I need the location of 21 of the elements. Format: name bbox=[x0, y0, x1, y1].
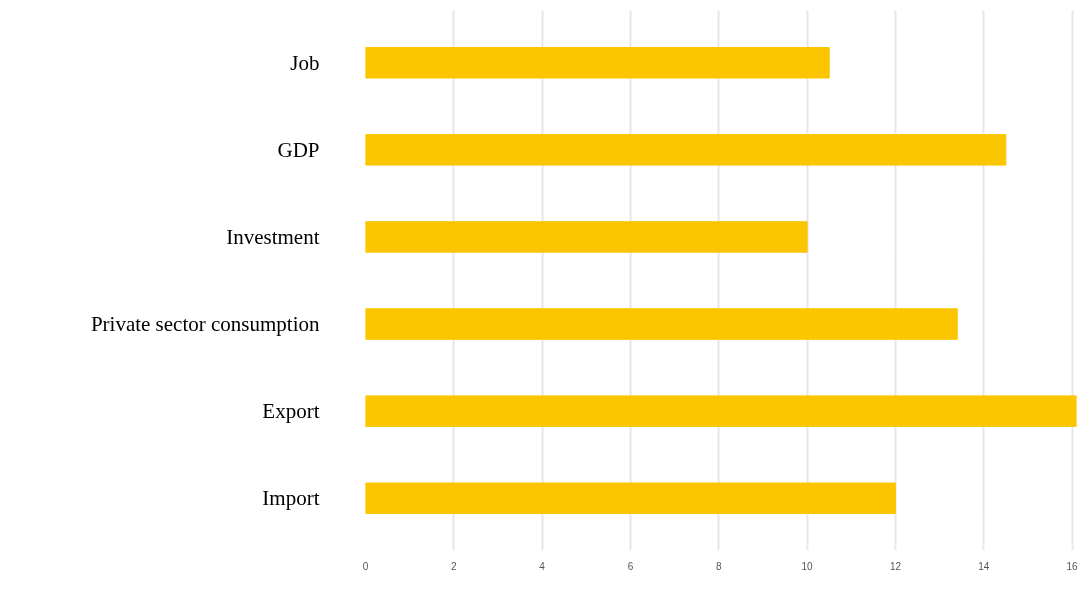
y-tick-label: Export bbox=[262, 399, 320, 424]
x-tick-label: 14 bbox=[978, 560, 990, 572]
x-tick-label: 10 bbox=[801, 560, 814, 572]
bar bbox=[365, 47, 830, 79]
bar bbox=[365, 134, 1007, 166]
bar bbox=[365, 482, 896, 514]
bar bbox=[365, 221, 808, 253]
y-tick-label: Import bbox=[262, 486, 320, 511]
y-tick-label: Job bbox=[290, 50, 320, 75]
x-tick-label: 8 bbox=[716, 560, 723, 572]
x-tick-label: 2 bbox=[451, 560, 458, 572]
x-tick-label: 12 bbox=[889, 560, 902, 572]
x-tick-label: 0 bbox=[362, 560, 369, 572]
y-tick-label: Private sector consumption bbox=[90, 312, 320, 337]
x-tick-label: 6 bbox=[627, 560, 634, 572]
bar bbox=[365, 395, 1077, 427]
bar bbox=[365, 308, 958, 340]
x-tick-label: 4 bbox=[539, 560, 546, 572]
x-tick-label: 16 bbox=[1066, 560, 1079, 572]
y-tick-label: Investment bbox=[226, 224, 320, 249]
y-tick-label: GDP bbox=[277, 137, 320, 162]
